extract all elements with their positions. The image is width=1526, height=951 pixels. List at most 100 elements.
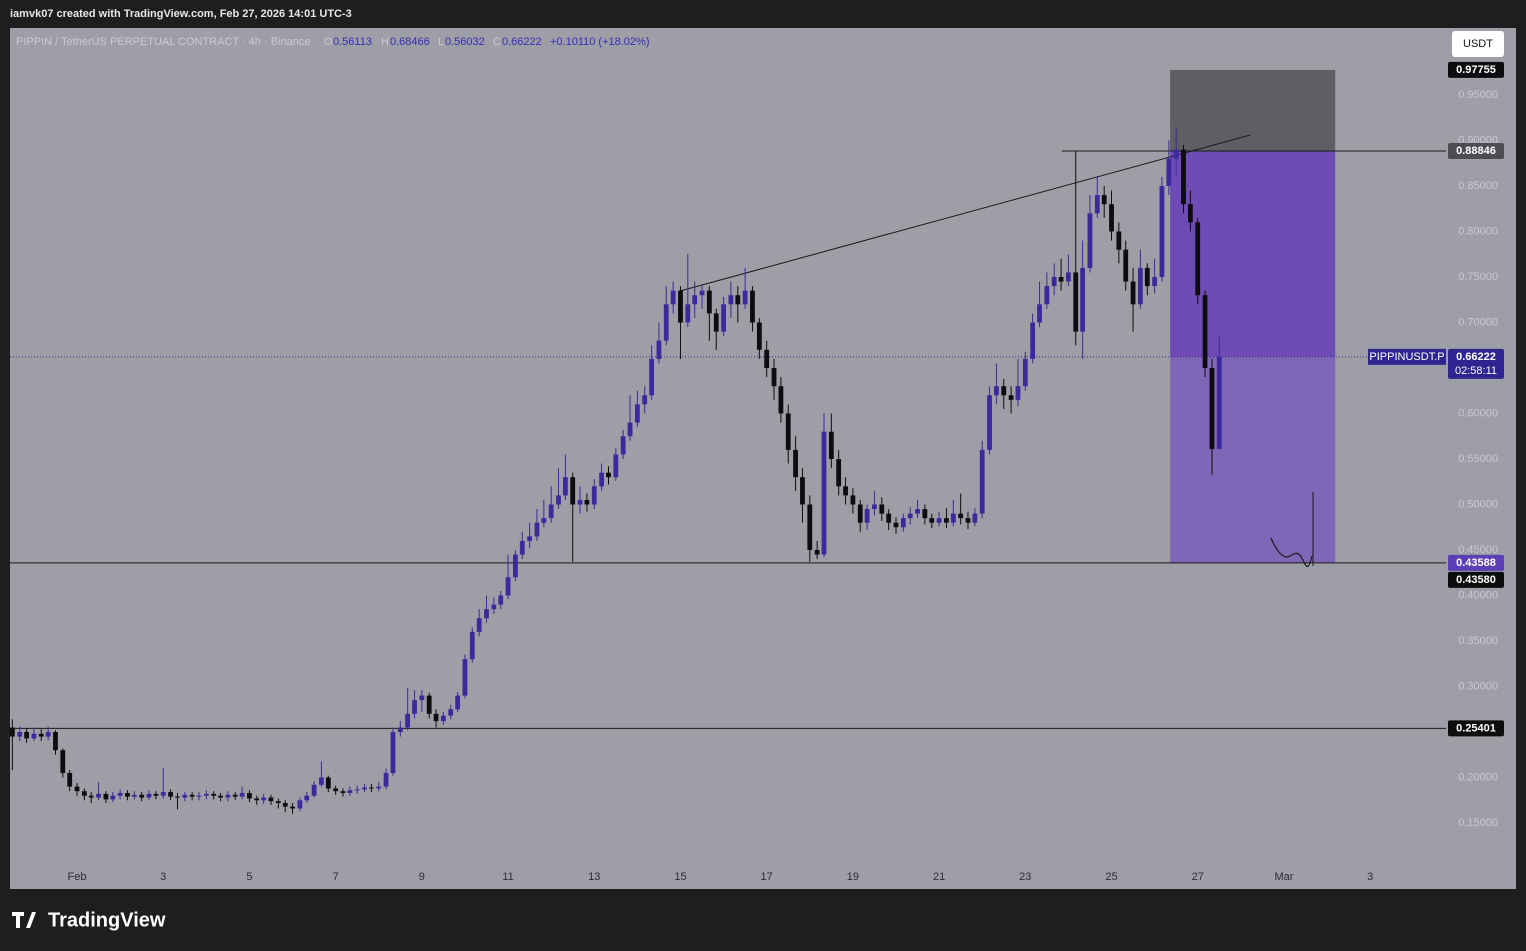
candle-body <box>1137 267 1143 305</box>
candle-body <box>455 695 461 710</box>
line-price-label: 0.25401 <box>1456 722 1496 734</box>
candle-body <box>1144 267 1150 287</box>
symbol-label-box <box>1368 348 1446 365</box>
brand-logo: TradingView <box>12 909 166 931</box>
candle-body <box>17 732 23 737</box>
candle-body <box>441 715 446 722</box>
candle-body <box>304 795 310 801</box>
candle-body <box>297 800 303 809</box>
candle-body <box>24 732 29 739</box>
entry-price-label-box <box>1448 142 1504 159</box>
candle-body <box>347 790 353 793</box>
change: +0.10110 (+18.02%) <box>550 36 649 48</box>
candle-body <box>354 789 360 791</box>
y-tick-label: 0.30000 <box>1458 680 1498 692</box>
candle-body <box>1008 395 1014 400</box>
candle-body <box>965 518 971 523</box>
x-tick-label: 3 <box>160 871 166 883</box>
x-tick-label: 7 <box>333 871 339 883</box>
candle-body <box>125 792 130 797</box>
chart-title: PIPPIN / TetherUS PERPETUAL CONTRACT · 4… <box>16 36 310 48</box>
candle-body <box>1152 276 1158 287</box>
candle-body <box>548 504 554 519</box>
candle-body <box>131 794 137 797</box>
x-tick-label: 3 <box>1367 871 1373 883</box>
brand-name: TradingView <box>48 909 166 931</box>
candle-body <box>721 304 726 332</box>
brand-icon <box>12 912 36 928</box>
candle-body <box>340 791 346 793</box>
y-tick-label: 0.50000 <box>1458 498 1498 510</box>
ohlc-letter: H <box>381 36 389 48</box>
candle-body <box>929 518 935 523</box>
candle-body <box>613 454 619 478</box>
candle-body <box>1166 158 1172 186</box>
candle-body <box>1109 204 1114 232</box>
x-tick-label: 5 <box>246 871 252 883</box>
candle-body <box>1051 276 1057 287</box>
candle-body <box>570 477 576 505</box>
candle-body <box>211 793 217 796</box>
candle-body <box>678 290 683 323</box>
candle-body <box>9 727 15 737</box>
candle-body <box>1130 281 1136 305</box>
candle-body <box>1030 322 1036 359</box>
y-tick-label: 0.95000 <box>1458 89 1498 101</box>
x-tick-label: 21 <box>933 871 945 883</box>
candle-body <box>225 794 231 798</box>
currency-button-label[interactable]: USDT <box>1463 38 1493 50</box>
y-tick-label: 0.85000 <box>1458 180 1498 192</box>
candle-body <box>275 801 281 804</box>
candle-body <box>103 793 109 800</box>
currency-button[interactable] <box>1452 31 1504 57</box>
candle-body <box>843 486 848 496</box>
x-tick-label: 17 <box>761 871 773 883</box>
candle-body <box>1216 356 1222 449</box>
candle-body <box>1087 213 1093 268</box>
x-tick-label: 13 <box>588 871 600 883</box>
candle-body <box>282 803 288 807</box>
y-tick-label: 0.55000 <box>1458 453 1498 465</box>
candle-body <box>857 504 863 523</box>
candle-body <box>117 792 123 796</box>
candle-body <box>756 322 762 350</box>
candle-body <box>31 733 37 739</box>
x-tick-label: 25 <box>1105 871 1117 883</box>
candle-body <box>239 792 245 797</box>
candle-body <box>584 499 590 505</box>
candle-body <box>88 795 94 798</box>
candle-body <box>397 727 403 733</box>
candle-body <box>900 518 906 528</box>
candle-body <box>448 709 454 716</box>
candle-body <box>944 518 949 523</box>
trend-line <box>679 134 1251 292</box>
candle-body <box>419 695 425 701</box>
y-tick-label: 0.35000 <box>1458 635 1498 647</box>
candle-body <box>369 787 374 789</box>
candle-body <box>606 472 611 478</box>
candle-body <box>247 792 252 799</box>
candle-body <box>1094 195 1100 214</box>
candle-body <box>254 798 260 801</box>
candle-body <box>642 395 648 405</box>
ohlc-letter: C <box>493 36 501 48</box>
candle-body <box>362 787 367 790</box>
x-tick-label: 9 <box>419 871 425 883</box>
candle-body <box>958 513 964 519</box>
candle-body <box>950 513 956 523</box>
candle-body <box>620 436 626 455</box>
candle-body <box>67 772 73 787</box>
candle-body <box>1202 295 1208 368</box>
candle-body <box>699 290 705 296</box>
candle-body <box>390 732 396 773</box>
candle-body <box>1073 272 1079 332</box>
candle-body <box>160 792 166 796</box>
ohlc-value: 0.56032 <box>445 36 485 48</box>
candle-body <box>864 509 870 523</box>
candle-body <box>74 786 80 792</box>
candle-body <box>728 295 734 305</box>
candle-body <box>139 794 145 798</box>
candle-body <box>462 659 468 696</box>
